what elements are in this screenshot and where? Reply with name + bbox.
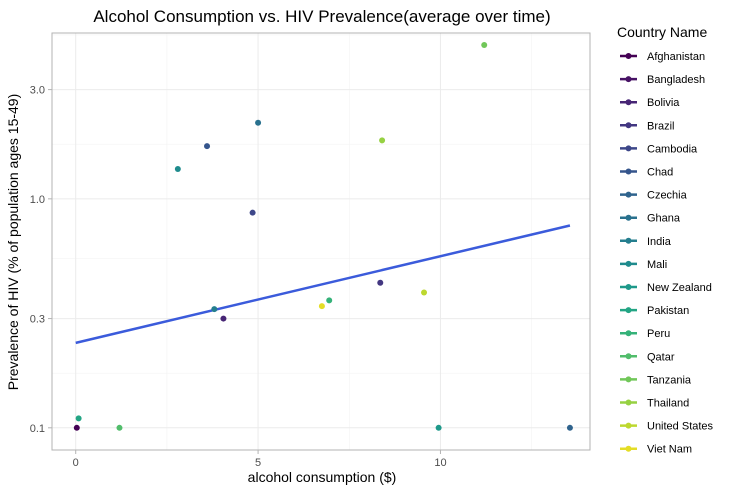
legend-item-tanzania: Tanzania: [620, 374, 692, 386]
data-point-ghana: [255, 119, 262, 126]
legend-item-bangladesh: Bangladesh: [620, 74, 705, 86]
legend-key-point: [625, 376, 632, 383]
legend-label: Afghanistan: [647, 51, 705, 63]
legend-label: New Zealand: [647, 282, 712, 294]
legend-key-point: [625, 260, 632, 267]
panel-border: [51, 32, 591, 451]
y-tick-label: 1.0: [30, 194, 45, 206]
legend-key-point: [625, 191, 632, 198]
legend-item-chad: Chad: [620, 167, 673, 179]
legend-key-point: [625, 53, 632, 59]
data-point-new-zealand: [435, 424, 442, 431]
data-points: [73, 41, 573, 431]
legend-key-point: [625, 99, 632, 106]
data-point-tanzania: [481, 41, 488, 48]
legend-item-brazil: Brazil: [620, 120, 675, 132]
x-axis-title: alcohol consumption ($): [248, 469, 397, 485]
legend-item-peru: Peru: [620, 328, 670, 340]
y-tick-label: 3.0: [30, 85, 45, 97]
legend-label: Qatar: [647, 351, 675, 363]
legend-key-point: [625, 284, 632, 290]
legend-label: India: [647, 236, 672, 248]
legend-item-pakistan: Pakistan: [620, 305, 689, 317]
y-tick-label: 0.1: [30, 423, 45, 435]
y-axis-title: Prevalence of HIV (% of population ages …: [5, 94, 21, 391]
legend-label: Pakistan: [647, 305, 689, 317]
legend-key-point: [625, 422, 632, 429]
legend-label: United States: [647, 421, 714, 433]
legend-item-india: India: [620, 236, 672, 248]
y-tick-label: 0.3: [30, 314, 45, 326]
legend-label: Peru: [647, 328, 670, 340]
legend-label: Brazil: [647, 120, 675, 132]
data-point-czechia: [566, 424, 573, 431]
legend-key-point: [625, 168, 632, 175]
legend-item-qatar: Qatar: [620, 351, 675, 363]
legend-item-thailand: Thailand: [620, 398, 689, 410]
data-point-mali: [174, 165, 181, 172]
data-point-cambodia: [249, 209, 256, 216]
legend-label: Ghana: [647, 213, 681, 225]
legend-title: Country Name: [617, 24, 707, 40]
data-point-viet-nam: [318, 303, 325, 310]
legend-label: Viet Nam: [647, 444, 692, 456]
data-point-chad: [204, 143, 211, 150]
x-axis-ticks: 0 5 10: [73, 450, 447, 469]
legend-label: Cambodia: [647, 143, 698, 155]
legend-key-point: [625, 145, 632, 152]
data-point-thailand: [379, 137, 386, 144]
x-tick-label: 10: [434, 457, 446, 469]
chart-title: Alcohol Consumption vs. HIV Prevalence(a…: [93, 7, 550, 26]
legend: Country Name Afghanistan Bangladesh Bolivi…: [617, 24, 714, 456]
legend-label: Chad: [647, 167, 673, 179]
legend-label: Mali: [647, 259, 667, 271]
data-point-peru: [326, 297, 333, 304]
legend-label: Bangladesh: [647, 74, 705, 86]
legend-item-afghanistan: Afghanistan: [620, 51, 705, 63]
legend-item-czechia: Czechia: [620, 190, 688, 202]
legend-key-point: [625, 445, 632, 452]
legend-item-bolivia: Bolivia: [620, 97, 680, 109]
legend-key-point: [625, 214, 632, 221]
legend-label: Bolivia: [647, 97, 680, 109]
x-tick-label: 0: [73, 457, 79, 469]
data-point-afghanistan: [73, 424, 80, 431]
legend-key-point: [625, 353, 632, 360]
data-point-qatar: [116, 424, 123, 431]
trend-line-group: [75, 224, 571, 345]
legend-key-point: [625, 399, 632, 406]
legend-key-point: [625, 122, 632, 129]
legend-item-cambodia: Cambodia: [620, 143, 698, 155]
x-tick-label: 5: [255, 457, 261, 469]
legend-label: Thailand: [647, 398, 689, 410]
data-point-bolivia: [220, 315, 227, 322]
legend-key-point: [625, 307, 632, 314]
legend-item-ghana: Ghana: [620, 213, 681, 225]
legend-item-viet-nam: Viet Nam: [620, 444, 692, 456]
data-point-brazil: [377, 279, 384, 286]
legend-key-point: [625, 330, 632, 337]
data-point-united-states: [421, 289, 428, 296]
legend-label: Tanzania: [647, 374, 692, 386]
legend-item-united-states: United States: [620, 421, 714, 433]
legend-item-mali: Mali: [620, 259, 667, 271]
data-point-india: [211, 306, 218, 313]
legend-item-new-zealand: New Zealand: [620, 282, 712, 294]
data-point-pakistan: [75, 415, 82, 422]
grid-lines: [52, 33, 590, 450]
legend-key-point: [625, 76, 632, 83]
trend-line: [75, 224, 571, 345]
legend-label: Czechia: [647, 190, 688, 202]
legend-items: Afghanistan Bangladesh Bolivia Brazil Cambod…: [620, 51, 714, 456]
y-axis-ticks: 0.1 0.3 1.0 3.0: [30, 85, 52, 435]
legend-key-point: [625, 237, 632, 244]
